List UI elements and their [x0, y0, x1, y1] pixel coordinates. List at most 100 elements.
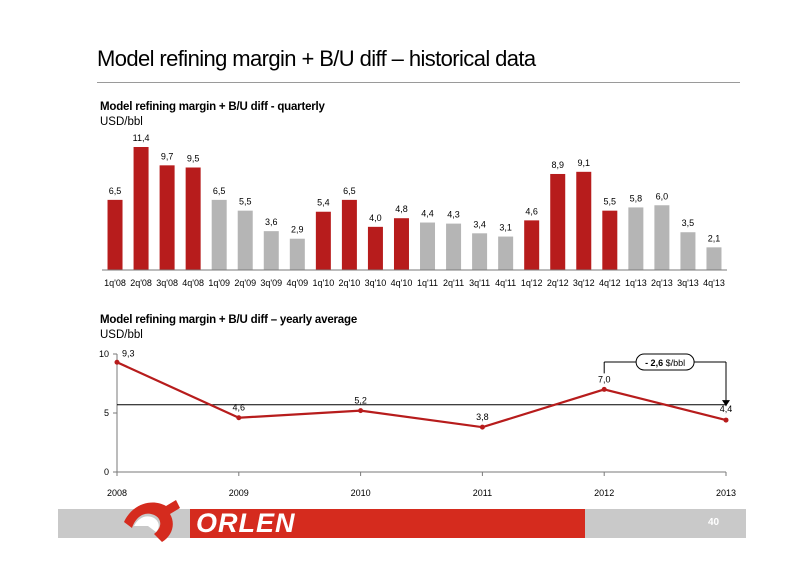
- quarterly-data-label: 9,5: [187, 154, 200, 164]
- quarterly-tick-label: 3q'08: [156, 278, 178, 288]
- quarterly-data-label: 5,5: [239, 197, 252, 207]
- quarterly-tick-label: 1q'11: [417, 278, 438, 288]
- yearly-chart-title: Model refining margin + B/U diff – yearl…: [100, 314, 358, 326]
- yearly-data-label: 3,8: [476, 412, 489, 422]
- yearly-y-tick-label: 10: [99, 349, 109, 359]
- quarterly-bar: [602, 210, 618, 270]
- quarterly-data-label: 6,5: [109, 186, 122, 196]
- yearly-data-point: [601, 386, 607, 392]
- quarterly-data-label: 6,5: [213, 186, 226, 196]
- quarterly-tick-label: 4q'09: [286, 278, 308, 288]
- quarterly-bar: [420, 222, 436, 270]
- quarterly-tick-label: 2q'10: [339, 278, 361, 288]
- quarterly-tick-label: 2q'12: [547, 278, 569, 288]
- page-number: 40: [708, 517, 720, 528]
- yearly-data-point: [236, 415, 242, 421]
- quarterly-tick-label: 3q'09: [260, 278, 282, 288]
- quarterly-tick-label: 3q'11: [469, 278, 490, 288]
- quarterly-bar-chart: 6,5 1q'08 11,4 2q'08 9,7 3q'08 9,5 4q'08 6,5 1q'0…: [102, 133, 727, 288]
- quarterly-tick-label: 1q'08: [104, 278, 126, 288]
- yearly-series-line: [116, 361, 727, 429]
- yearly-x-tick-label: 2008: [107, 488, 127, 498]
- quarterly-bar: [237, 210, 253, 270]
- quarterly-chart-title: Model refining margin + B/U diff - quart…: [100, 101, 325, 113]
- quarterly-data-label: 9,1: [578, 158, 591, 168]
- yearly-data-label: 4,6: [233, 403, 246, 413]
- title-divider: [97, 82, 740, 83]
- quarterly-bar: [472, 233, 488, 270]
- quarterly-tick-label: 4q'08: [182, 278, 204, 288]
- quarterly-tick-label: 3q'12: [573, 278, 595, 288]
- quarterly-bar: [576, 171, 592, 270]
- quarterly-bar: [341, 199, 357, 270]
- quarterly-bar: [524, 220, 540, 270]
- quarterly-bar: [315, 211, 331, 270]
- yearly-chart-unit: USD/bbl: [100, 329, 143, 341]
- quarterly-tick-label: 4q'12: [599, 278, 621, 288]
- quarterly-data-label: 9,7: [161, 151, 174, 161]
- quarterly-data-label: 4,3: [447, 210, 460, 220]
- quarterly-data-label: 5,5: [604, 197, 617, 207]
- quarterly-tick-label: 4q'11: [495, 278, 516, 288]
- annotation-value: - 2,6: [645, 358, 666, 368]
- quarterly-data-label: 3,4: [473, 219, 486, 229]
- quarterly-bar: [211, 199, 227, 270]
- quarterly-bar: [550, 173, 566, 270]
- annotation-text: - 2,6 $/bbl: [645, 358, 685, 368]
- quarterly-data-label: 4,8: [395, 204, 408, 214]
- yearly-data-point: [358, 408, 364, 414]
- quarterly-data-label: 2,1: [708, 233, 721, 243]
- annotation-arrow-icon: [722, 400, 730, 407]
- yearly-x-tick-label: 2010: [351, 488, 371, 498]
- yearly-data-label: 5,2: [354, 396, 367, 406]
- page-title: Model refining margin + B/U diff – histo…: [97, 46, 536, 71]
- quarterly-data-label: 4,4: [421, 209, 434, 219]
- quarterly-tick-label: 4q'13: [703, 278, 725, 288]
- quarterly-tick-label: 3q'13: [677, 278, 699, 288]
- quarterly-tick-label: 2q'13: [651, 278, 673, 288]
- quarterly-tick-label: 1q'12: [521, 278, 543, 288]
- quarterly-bar: [289, 238, 305, 270]
- quarterly-data-label: 4,0: [369, 213, 382, 223]
- yearly-x-tick-label: 2011: [473, 488, 492, 498]
- quarterly-bar: [133, 147, 149, 270]
- yearly-data-point: [479, 424, 485, 430]
- yearly-line-chart: 0 5 10 2008 2009 2010 2011 2012 2013 9,3 4,6 5,2 3,8…: [99, 348, 736, 498]
- quarterly-data-label: 2,9: [291, 225, 304, 235]
- quarterly-data-label: 5,4: [317, 198, 330, 208]
- quarterly-data-label: 8,9: [551, 160, 564, 170]
- footer-logo-band: [190, 509, 585, 538]
- yearly-data-point: [114, 359, 120, 365]
- quarterly-data-label: 3,6: [265, 217, 278, 227]
- quarterly-tick-label: 2q'09: [234, 278, 256, 288]
- yearly-data-point: [723, 417, 729, 423]
- yearly-x-tick-label: 2013: [716, 488, 736, 498]
- yearly-data-label: 9,3: [122, 348, 135, 358]
- quarterly-bar: [706, 247, 722, 270]
- quarterly-bar: [498, 236, 514, 270]
- quarterly-tick-label: 1q'09: [208, 278, 230, 288]
- quarterly-tick-label: 1q'13: [625, 278, 647, 288]
- quarterly-tick-label: 1q'10: [312, 278, 334, 288]
- yearly-x-tick-label: 2009: [229, 488, 249, 498]
- yearly-y-tick-label: 5: [104, 408, 109, 418]
- quarterly-tick-label: 4q'10: [391, 278, 413, 288]
- quarterly-data-label: 4,6: [525, 206, 538, 216]
- quarterly-data-label: 3,1: [499, 223, 512, 233]
- yearly-y-tick-label: 0: [104, 467, 109, 477]
- quarterly-bar: [654, 205, 670, 270]
- quarterly-bar: [185, 167, 201, 270]
- yearly-data-label: 7,0: [598, 374, 611, 384]
- orlen-logo-text: ORLEN: [196, 508, 296, 538]
- quarterly-tick-label: 3q'10: [365, 278, 387, 288]
- quarterly-tick-label: 2q'11: [443, 278, 464, 288]
- quarterly-data-label: 5,8: [630, 193, 643, 203]
- quarterly-bar: [159, 165, 175, 270]
- yearly-data-label: 4,4: [720, 404, 733, 414]
- yearly-x-tick-label: 2012: [594, 488, 614, 498]
- quarterly-bar: [680, 232, 696, 270]
- quarterly-bar: [628, 207, 644, 270]
- quarterly-bar: [107, 199, 123, 270]
- quarterly-data-label: 3,5: [682, 218, 695, 228]
